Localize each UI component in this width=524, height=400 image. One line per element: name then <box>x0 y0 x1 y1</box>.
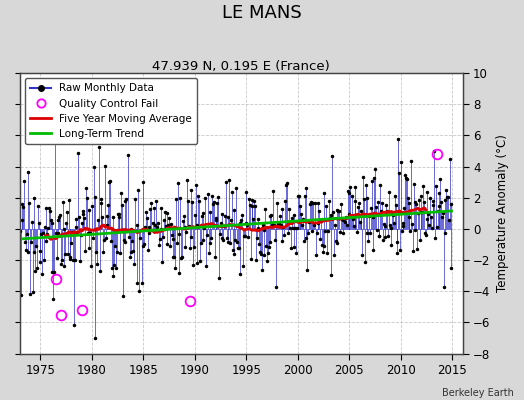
Legend: Raw Monthly Data, Quality Control Fail, Five Year Moving Average, Long-Term Tren: Raw Monthly Data, Quality Control Fail, … <box>25 78 198 144</box>
Y-axis label: Temperature Anomaly (°C): Temperature Anomaly (°C) <box>496 134 509 292</box>
Title: 47.939 N, 0.195 E (France): 47.939 N, 0.195 E (France) <box>152 60 330 73</box>
Text: Berkeley Earth: Berkeley Earth <box>442 388 514 398</box>
Text: LE MANS: LE MANS <box>222 4 302 22</box>
